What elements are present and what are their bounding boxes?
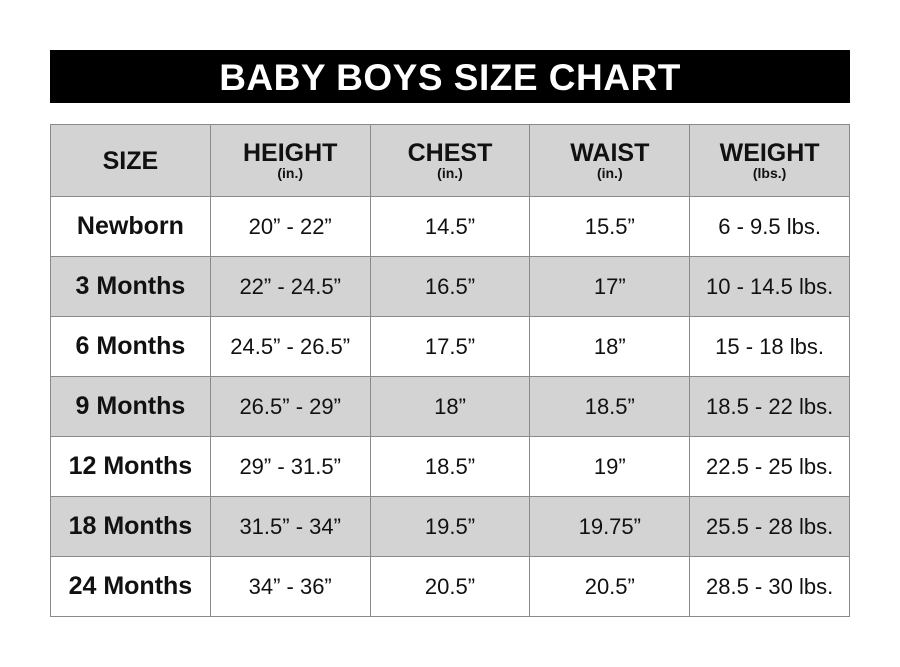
value-cell: 14.5” (369, 196, 531, 257)
column-header: WAIST (in.) (529, 124, 691, 197)
value-cell: 28.5 - 30 lbs. (689, 556, 850, 617)
size-cell: 18 Months (50, 496, 211, 557)
column-label: WAIST (570, 138, 650, 167)
table-row: 3 Months 22” - 24.5” 16.5” 17” 10 - 14.5 lbs… (50, 256, 850, 317)
value-cell: 10 - 14.5 lbs. (689, 256, 850, 317)
column-unit: (in.) (277, 164, 304, 181)
value-cell: 15 - 18 lbs. (689, 316, 850, 377)
size-cell: Newborn (50, 196, 211, 257)
value-cell: 19.5” (369, 496, 531, 557)
value-cell: 19.75” (529, 496, 691, 557)
value-cell: 31.5” - 34” (209, 496, 371, 557)
value-cell: 24.5” - 26.5” (209, 316, 371, 377)
column-header: CHEST (in.) (369, 124, 531, 197)
value-cell: 18.5 - 22 lbs. (689, 376, 850, 437)
value-cell: 26.5” - 29” (209, 376, 371, 437)
column-label: SIZE (102, 146, 159, 175)
value-cell: 18.5” (369, 436, 531, 497)
value-cell: 22.5 - 25 lbs. (689, 436, 850, 497)
size-cell: 6 Months (50, 316, 211, 377)
column-unit: (in.) (437, 164, 463, 181)
value-cell: 18” (369, 376, 531, 437)
size-cell: 3 Months (50, 256, 211, 317)
value-cell: 20.5” (529, 556, 691, 617)
size-table: SIZE HEIGHT (in.) CHEST (in.) WAIST (in.) WEIGH… (50, 124, 850, 617)
value-cell: 25.5 - 28 lbs. (689, 496, 850, 557)
value-cell: 34” - 36” (209, 556, 371, 617)
table-row: 9 Months 26.5” - 29” 18” 18.5” 18.5 - 22 lbs… (50, 376, 850, 437)
column-label: WEIGHT (719, 138, 820, 167)
value-cell: 20” - 22” (209, 196, 371, 257)
header-row: SIZE HEIGHT (in.) CHEST (in.) WAIST (in.) WEIGH… (50, 124, 850, 197)
table-row: 24 Months 34” - 36” 20.5” 20.5” 28.5 - 30 lb… (50, 556, 850, 617)
chart-title: BABY BOYS SIZE CHART (50, 50, 850, 103)
value-cell: 29” - 31.5” (209, 436, 371, 497)
value-cell: 22” - 24.5” (209, 256, 371, 317)
table-row: 18 Months 31.5” - 34” 19.5” 19.75” 25.5 - 28… (50, 496, 850, 557)
table-row: 6 Months 24.5” - 26.5” 17.5” 18” 15 - 18 lbs… (50, 316, 850, 377)
column-unit: (lbs.) (752, 164, 787, 181)
value-cell: 20.5” (369, 556, 531, 617)
column-header: WEIGHT (lbs.) (689, 124, 850, 197)
column-label: HEIGHT (242, 138, 338, 167)
value-cell: 18.5” (529, 376, 691, 437)
value-cell: 19” (529, 436, 691, 497)
table-row: 12 Months 29” - 31.5” 18.5” 19” 22.5 - 25 lb… (50, 436, 850, 497)
value-cell: 17” (529, 256, 691, 317)
column-label: CHEST (407, 138, 493, 167)
value-cell: 16.5” (369, 256, 531, 317)
table-row: Newborn 20” - 22” 14.5” 15.5” 6 - 9.5 lbs. (50, 196, 850, 257)
column-unit: (in.) (596, 164, 623, 181)
size-cell: 12 Months (50, 436, 211, 497)
value-cell: 15.5” (529, 196, 691, 257)
size-cell: 24 Months (50, 556, 211, 617)
column-header: HEIGHT (in.) (209, 124, 371, 197)
column-header: SIZE (50, 124, 211, 197)
value-cell: 6 - 9.5 lbs. (689, 196, 850, 257)
size-cell: 9 Months (50, 376, 211, 437)
value-cell: 17.5” (369, 316, 531, 377)
value-cell: 18” (529, 316, 691, 377)
